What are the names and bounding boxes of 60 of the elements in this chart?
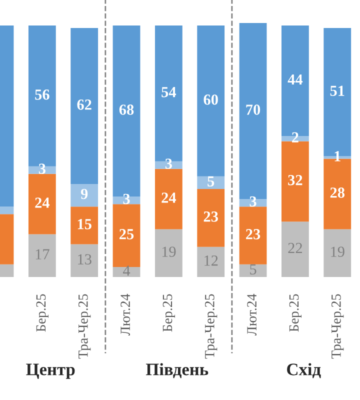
data-label: 22	[288, 242, 302, 254]
data-label: 12	[204, 255, 218, 266]
data-label: 28	[330, 188, 344, 198]
data-label: 15	[78, 219, 92, 230]
x-tick-label: Бер.25	[162, 294, 175, 332]
bar	[239, 264, 267, 277]
text: Центр	[26, 364, 75, 379]
bar	[239, 206, 267, 264]
bar	[281, 141, 309, 222]
x-tick-label: Тра-Чер.25	[332, 294, 344, 359]
data-label: 24	[35, 198, 50, 208]
data-label: 24	[162, 192, 176, 203]
bar	[112, 204, 140, 267]
bar	[281, 222, 309, 277]
data-label: 54	[162, 87, 176, 98]
bar	[70, 206, 98, 244]
data-label: 51	[330, 86, 344, 96]
bar	[70, 244, 98, 277]
bar	[154, 168, 182, 230]
bar	[197, 246, 225, 277]
bar	[28, 234, 56, 277]
data-label: 3	[38, 164, 46, 174]
bar	[197, 188, 225, 247]
x-tick-label: Бер.25	[289, 294, 302, 332]
data-label: 70	[246, 104, 260, 115]
bar	[197, 176, 225, 189]
data-label: 5	[208, 176, 214, 187]
data-label: 25	[120, 229, 134, 240]
text: Південь	[146, 363, 208, 378]
x-tick-label: Тра-Чер.25	[78, 294, 91, 359]
data-label: 60	[204, 94, 218, 105]
data-label: 32	[288, 174, 302, 186]
data-label: 23	[246, 229, 260, 240]
data-label: 3	[165, 158, 172, 169]
data-label: 68	[119, 104, 134, 115]
data-label: 3	[123, 194, 130, 204]
bar	[28, 174, 56, 234]
data-label: 56	[35, 89, 50, 100]
bar	[70, 184, 98, 207]
bar	[70, 28, 98, 184]
bar	[197, 26, 225, 176]
x-tick-label: Бер.25	[36, 294, 48, 332]
data-label: 4	[122, 266, 130, 276]
bar	[324, 229, 352, 277]
data-label: 9	[80, 188, 88, 200]
data-label: 17	[36, 249, 50, 260]
bar	[112, 266, 140, 277]
text: Схід	[287, 363, 321, 378]
data-label: 23	[204, 211, 218, 222]
bar	[154, 229, 182, 277]
x-tick-label: Лют.24	[120, 294, 130, 336]
data-label: 19	[162, 246, 176, 257]
x-tick-label: Лют.24	[247, 294, 257, 336]
data-label: 5	[250, 264, 256, 275]
x-tick-label: Тра-Чер.25	[205, 294, 218, 359]
data-label: 44	[288, 74, 303, 85]
data-label: 13	[78, 254, 92, 264]
data-label: 19	[331, 246, 344, 257]
data-label: 3	[250, 196, 256, 207]
data-label: 62	[77, 100, 92, 110]
